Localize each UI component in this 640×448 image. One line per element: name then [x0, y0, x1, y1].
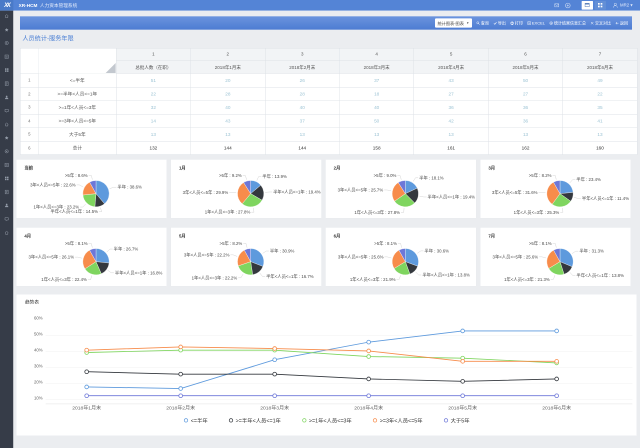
- svg-text:>5年 : 9.2%: >5年 : 9.2%: [219, 172, 242, 179]
- svg-text:1年<人员<=3年 : 21.3%: 1年<人员<=3年 : 21.3%: [504, 276, 550, 283]
- svg-text:半年<人员<=1年 : 19.4%: 半年<人员<=1年 : 19.4%: [273, 188, 321, 195]
- svg-text:2018年2月末: 2018年2月末: [166, 404, 195, 411]
- svg-text:20%: 20%: [34, 379, 43, 384]
- svg-text:3年<人员<=5年 : 26.1%: 3年<人员<=5年 : 26.1%: [28, 254, 74, 261]
- svg-text:>5年 : 8.6%: >5年 : 8.6%: [65, 172, 88, 179]
- svg-text:3年<人员<=5年 : 22.2%: 3年<人员<=5年 : 22.2%: [184, 251, 230, 258]
- svg-text:2018年4月末: 2018年4月末: [354, 404, 383, 411]
- svg-text:2018年6月末: 2018年6月末: [542, 404, 571, 411]
- svg-text:40%: 40%: [34, 347, 43, 352]
- svg-text:3年<人员<=5年 : 25.6%: 3年<人员<=5年 : 25.6%: [493, 253, 539, 260]
- svg-text:60%: 60%: [34, 315, 43, 320]
- svg-text:半年 : 31.3%: 半年 : 31.3%: [579, 248, 604, 255]
- svg-text:3年<人员<=5年 : 31.6%: 3年<人员<=5年 : 31.6%: [492, 189, 538, 196]
- svg-text:半年 : 23.4%: 半年 : 23.4%: [576, 176, 601, 183]
- svg-text:2018年5月末: 2018年5月末: [448, 404, 477, 411]
- svg-text:1年<人员<=3年 : 22.2%: 1年<人员<=3年 : 22.2%: [192, 274, 238, 281]
- svg-text:1年<人员<=3年 : 25.3%: 1年<人员<=3年 : 25.3%: [514, 209, 560, 216]
- svg-text:3年<人员<=5年 : 25.7%: 3年<人员<=5年 : 25.7%: [338, 186, 384, 193]
- svg-text:10%: 10%: [34, 395, 43, 400]
- svg-text:>5年 : 8.1%: >5年 : 8.1%: [374, 240, 397, 247]
- svg-text:>5年 : 8.1%: >5年 : 8.1%: [529, 240, 552, 247]
- svg-text:>5年 : 9.0%: >5年 : 9.0%: [374, 172, 397, 179]
- svg-text:2018年1月末: 2018年1月末: [72, 404, 101, 411]
- svg-text:1年<人员<=3年 : 27.8%: 1年<人员<=3年 : 27.8%: [205, 209, 251, 216]
- svg-text:半年<人员<=1年 : 19.4%: 半年<人员<=1年 : 19.4%: [428, 193, 476, 200]
- svg-text:半年 : 38.6%: 半年 : 38.6%: [117, 184, 142, 191]
- svg-text:半年<人员<=1年 : 16.8%: 半年<人员<=1年 : 16.8%: [115, 269, 163, 276]
- svg-text:>5年 : 8.1%: >5年 : 8.1%: [65, 240, 88, 247]
- svg-text:2018年3月末: 2018年3月末: [260, 404, 289, 411]
- svg-text:3年<人员<=5年 : 25.6%: 3年<人员<=5年 : 25.6%: [338, 253, 384, 260]
- svg-text:30%: 30%: [34, 363, 43, 368]
- svg-text:1年<人员<=3年 : 23.2%: 1年<人员<=3年 : 23.2%: [34, 204, 80, 211]
- svg-text:半年 : 13.9%: 半年 : 13.9%: [262, 173, 287, 180]
- svg-text:半年 : 26.7%: 半年 : 26.7%: [114, 246, 139, 253]
- svg-text:3年<人员<=5年 : 22.6%: 3年<人员<=5年 : 22.6%: [30, 181, 76, 188]
- svg-text:50%: 50%: [34, 331, 43, 336]
- svg-text:1年<人员<=3年 : 21.9%: 1年<人员<=3年 : 21.9%: [350, 276, 396, 283]
- svg-text:半年 : 30.9%: 半年 : 30.9%: [270, 248, 295, 255]
- svg-text:半年<人员<=1年 : 13.8%: 半年<人员<=1年 : 13.8%: [576, 272, 624, 279]
- svg-text:3年<人员<=5年 : 29.9%: 3年<人员<=5年 : 29.9%: [183, 189, 229, 196]
- svg-text:>5年 : 8.2%: >5年 : 8.2%: [529, 172, 552, 179]
- svg-text:半年<人员<=1年 : 16.7%: 半年<人员<=1年 : 16.7%: [266, 273, 314, 280]
- svg-text:半年 : 30.6%: 半年 : 30.6%: [424, 247, 449, 254]
- svg-text:半年<人员<=1年 : 14.5%: 半年<人员<=1年 : 14.5%: [50, 208, 98, 215]
- svg-text:半年<人员<=1年 : 13.8%: 半年<人员<=1年 : 13.8%: [422, 271, 470, 278]
- svg-text:半年<人员<=1年 : 11.4%: 半年<人员<=1年 : 11.4%: [582, 195, 629, 202]
- svg-text:1年<人员<=3年 : 22.4%: 1年<人员<=3年 : 22.4%: [41, 276, 87, 283]
- svg-text:半年 : 18.1%: 半年 : 18.1%: [419, 174, 444, 181]
- svg-text:>5年 : 8.2%: >5年 : 8.2%: [220, 240, 243, 247]
- svg-text:1年<人员<=3年 : 27.8%: 1年<人员<=3年 : 27.8%: [354, 209, 400, 216]
